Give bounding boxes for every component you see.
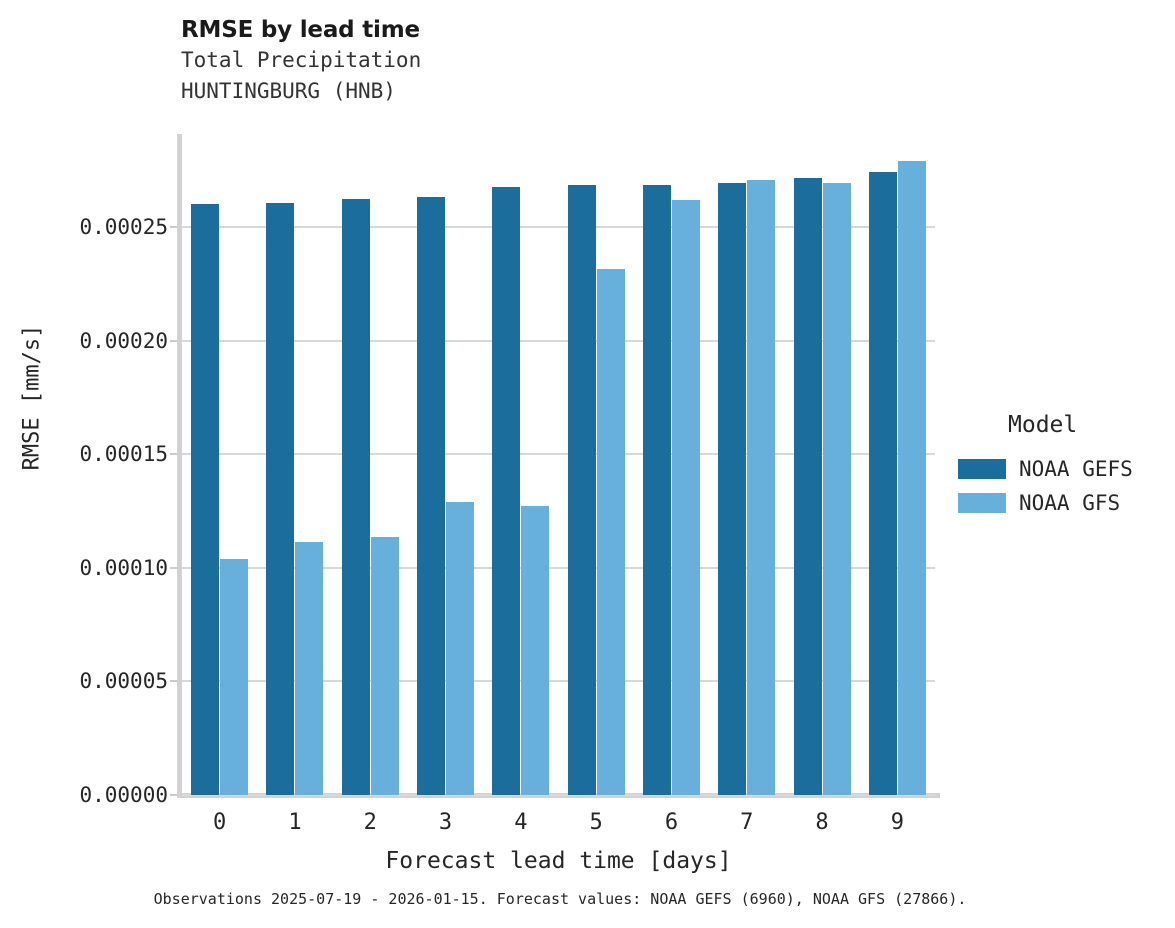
- y-axis-label: RMSE [mm/s]: [19, 324, 45, 471]
- bar-noaa-gefs-lead-8[interactable]: [793, 177, 822, 795]
- chart-caption: Observations 2025-07-19 - 2026-01-15. Fo…: [153, 890, 967, 908]
- bar-noaa-gfs-lead-6[interactable]: [671, 199, 700, 795]
- x-axis-label: Forecast lead time [days]: [385, 848, 732, 874]
- bar-noaa-gefs-lead-0[interactable]: [191, 204, 220, 795]
- gridline: [182, 453, 935, 456]
- legend-item-noaa-gfs[interactable]: NOAA GFS: [958, 486, 1173, 520]
- bar-noaa-gefs-lead-3[interactable]: [417, 196, 446, 795]
- gridline: [182, 680, 935, 683]
- legend-swatch-icon: [958, 493, 1006, 513]
- page-title: RMSE by lead time: [181, 17, 420, 43]
- bar-noaa-gfs-lead-5[interactable]: [596, 268, 625, 795]
- chart-subtitle-variable: Total Precipitation: [181, 48, 422, 72]
- y-tick-label: 0.00000: [79, 783, 168, 807]
- y-tick-mark: [170, 794, 178, 796]
- y-tick-mark: [170, 566, 178, 569]
- bar-noaa-gefs-lead-2[interactable]: [341, 199, 370, 795]
- bar-noaa-gefs-lead-9[interactable]: [868, 171, 897, 795]
- legend-swatch-icon: [958, 459, 1006, 479]
- y-tick-mark: [170, 225, 178, 228]
- y-axis-spine: [177, 134, 182, 797]
- x-tick-label-7: 7: [740, 810, 754, 835]
- bar-noaa-gfs-lead-4[interactable]: [521, 505, 550, 795]
- chart-subtitle-station: HUNTINGBURG (HNB): [181, 79, 396, 103]
- legend-label: NOAA GFS: [1019, 491, 1121, 515]
- y-tick-label: 0.00010: [79, 555, 168, 580]
- bar-noaa-gfs-lead-9[interactable]: [897, 160, 926, 795]
- bar-noaa-gfs-lead-1[interactable]: [295, 542, 324, 795]
- title-block: RMSE by lead time Total Precipitation HU…: [181, 16, 881, 107]
- y-tick-label: 0.00005: [79, 669, 168, 694]
- legend-rows: NOAA GEFS NOAA GFS: [958, 452, 1173, 520]
- x-tick-label-0: 0: [213, 810, 227, 835]
- bar-noaa-gfs-lead-3[interactable]: [446, 502, 475, 795]
- gridline: [182, 225, 935, 228]
- legend: Model NOAA GEFS NOAA GFS: [958, 410, 1173, 520]
- y-tick-mark: [170, 453, 178, 456]
- y-tick-label: 0.00015: [79, 442, 168, 467]
- y-tick-mark: [170, 680, 178, 683]
- bar-noaa-gefs-lead-4[interactable]: [492, 187, 521, 795]
- y-tick-label: 0.00025: [79, 214, 168, 239]
- legend-item-noaa-gefs[interactable]: NOAA GEFS: [958, 452, 1173, 486]
- x-tick-label-3: 3: [438, 810, 453, 835]
- x-tick-label-2: 2: [363, 810, 377, 835]
- x-tick-label-6: 6: [664, 810, 679, 835]
- gridline: [182, 794, 935, 796]
- x-tick-label-8: 8: [815, 810, 829, 835]
- bar-noaa-gfs-lead-0[interactable]: [220, 559, 249, 795]
- x-tick-label-5: 5: [589, 810, 603, 835]
- x-tick-label-1: 1: [288, 810, 302, 835]
- bar-noaa-gefs-lead-5[interactable]: [567, 185, 596, 795]
- gridline: [182, 339, 935, 342]
- gridline: [182, 566, 935, 569]
- x-axis: Forecast lead time [days] 0 1 2 3 4 5 6 7 8 9: [182, 800, 935, 880]
- bar-noaa-gfs-lead-8[interactable]: [822, 183, 851, 795]
- y-tick-label: 0.00020: [79, 328, 168, 353]
- bar-noaa-gfs-lead-7[interactable]: [747, 180, 776, 795]
- bar-noaa-gefs-lead-7[interactable]: [718, 183, 747, 795]
- x-tick-label-9: 9: [890, 810, 904, 835]
- bar-noaa-gfs-lead-2[interactable]: [370, 536, 399, 795]
- bar-noaa-gefs-lead-1[interactable]: [266, 203, 295, 795]
- bar-noaa-gefs-lead-6[interactable]: [642, 185, 671, 795]
- y-axis: 0.00000 0.00005 0.00010 0.00015 0.00020 0.000…: [0, 136, 168, 805]
- legend-label: NOAA GEFS: [1019, 457, 1133, 481]
- legend-title: Model: [1008, 412, 1078, 438]
- x-tick-label-4: 4: [514, 810, 528, 835]
- y-tick-mark: [170, 339, 178, 342]
- plot-area: [182, 136, 935, 796]
